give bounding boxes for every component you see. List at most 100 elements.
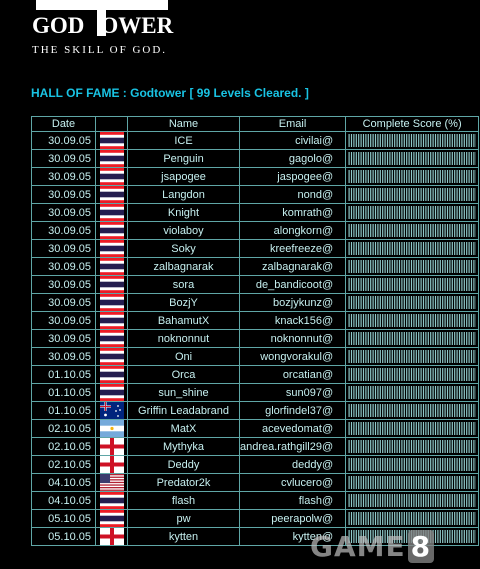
score-bar-tick — [363, 206, 365, 219]
score-bar-tick — [473, 296, 475, 309]
score-bar-tick — [363, 242, 365, 255]
score-bar-tick — [442, 152, 444, 165]
score-bar-tick — [427, 332, 430, 345]
score-bar-tick — [461, 386, 463, 399]
score-bar-tick — [466, 260, 468, 273]
score-bar-tick — [389, 170, 391, 183]
row-player-name: BozjY — [127, 293, 240, 312]
score-bar-tick — [377, 188, 379, 201]
score-bar-tick — [471, 296, 473, 309]
score-bar-tick — [473, 404, 475, 417]
row-date: 01.10.05 — [31, 401, 96, 420]
score-bar-tick — [389, 242, 391, 255]
table-row: 02.10.05 Mythyka andrea.rathgill29@ — [31, 437, 480, 456]
score-bar-tick — [375, 458, 377, 471]
score-bar-tick — [432, 512, 434, 525]
score-bar-tick — [408, 188, 410, 201]
score-bar-tick — [403, 170, 406, 183]
score-bar-tick — [439, 170, 442, 183]
score-bar-tick — [377, 332, 379, 345]
score-bar-tick — [451, 278, 454, 291]
score-bar-tick — [358, 350, 360, 363]
score-bar-tick — [396, 512, 398, 525]
score-bar-tick — [348, 350, 350, 363]
score-bar-tick — [442, 440, 444, 453]
score-bar-tick — [389, 224, 391, 237]
score-bar-tick — [461, 422, 463, 435]
score-bar-tick — [377, 512, 379, 525]
score-bar-tick — [418, 296, 420, 309]
score-bar-tick — [408, 206, 410, 219]
score-bar-tick — [391, 332, 394, 345]
score-bar-tick — [447, 134, 449, 147]
score-bar-tick — [420, 314, 422, 327]
score-bar-tick — [353, 530, 355, 543]
score-bar-tick — [463, 296, 466, 309]
score-bar-tick — [367, 314, 370, 327]
score-bar-tick — [423, 260, 425, 273]
score-bar-tick — [389, 458, 391, 471]
score-bar-tick — [437, 530, 439, 543]
score-bar-tick — [384, 242, 386, 255]
score-bar-tick — [411, 404, 413, 417]
score-bar-tick — [387, 296, 389, 309]
score-bar-tick — [353, 386, 355, 399]
score-bar-tick — [389, 206, 391, 219]
score-bar-tick — [360, 476, 362, 489]
score-bar-tick — [382, 152, 384, 165]
score-bar-tick — [425, 152, 427, 165]
score-bar-tick — [403, 494, 406, 507]
score-bar-tick — [413, 206, 415, 219]
score-bar-tick — [351, 242, 353, 255]
score-bar-tick — [401, 314, 403, 327]
row-player-name: MatX — [127, 419, 240, 438]
score-bar-tick — [427, 134, 430, 147]
score-bar-tick — [473, 224, 475, 237]
score-bar-tick — [363, 368, 365, 381]
score-bar-tick — [375, 296, 377, 309]
score-bar-tick — [384, 278, 386, 291]
score-bar-tick — [351, 476, 353, 489]
score-bar-tick — [370, 422, 372, 435]
row-flag — [95, 383, 128, 402]
score-bar-tick — [351, 278, 353, 291]
score-bar-tick — [370, 404, 372, 417]
table-row: 30.09.05 sora de_bandicoot@ — [31, 275, 480, 294]
score-bar-tick — [468, 368, 470, 381]
th-flag-icon — [99, 366, 124, 383]
score-bar-tick — [396, 314, 398, 327]
score-bar-tick — [365, 332, 367, 345]
score-bar-tick — [391, 296, 394, 309]
score-bar-tick — [351, 332, 353, 345]
score-bar-tick — [427, 494, 430, 507]
score-bar-tick — [420, 206, 422, 219]
score-bar-tick — [447, 296, 449, 309]
score-bar-tick — [367, 404, 370, 417]
score-bar-tick — [351, 170, 353, 183]
score-bar-tick — [348, 368, 350, 381]
score-bar-tick — [471, 206, 473, 219]
score-bar-tick — [370, 224, 372, 237]
score-bar-tick — [360, 530, 362, 543]
score-bar-tick — [351, 296, 353, 309]
row-player-name: flash — [127, 491, 240, 510]
score-bar-tick — [449, 260, 451, 273]
score-bar-tick — [461, 296, 463, 309]
score-bar-tick — [413, 494, 415, 507]
score-bar-tick — [430, 206, 432, 219]
row-score — [345, 419, 480, 438]
score-bar-tick — [418, 476, 420, 489]
score-bar-tick — [437, 512, 439, 525]
score-bar-tick — [367, 278, 370, 291]
score-bar-tick — [406, 494, 408, 507]
column-header-date: Date — [31, 116, 96, 132]
score-bar-tick — [396, 440, 398, 453]
score-bar-tick — [379, 530, 382, 543]
score-bar-tick — [463, 368, 466, 381]
score-bar-tick — [348, 332, 350, 345]
score-bar-tick — [411, 278, 413, 291]
score-bar-tick — [439, 512, 442, 525]
score-bar-tick — [408, 242, 410, 255]
score-bar-tick — [463, 134, 466, 147]
score-bar-tick — [353, 188, 355, 201]
